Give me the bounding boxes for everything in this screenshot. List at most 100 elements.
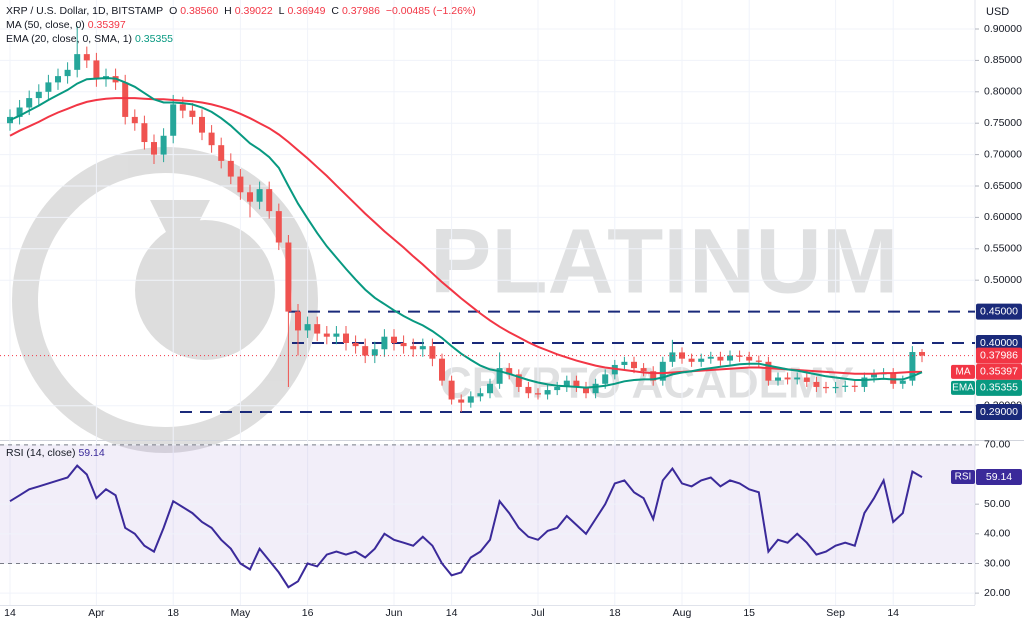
- candle-body: [813, 381, 820, 387]
- candle-body: [227, 160, 234, 177]
- y-tick-label: 0.90000: [984, 23, 1022, 35]
- candle-body: [525, 386, 532, 394]
- y-tick-label: 0.65000: [984, 180, 1022, 192]
- watermark-title: PLATINUM: [430, 210, 898, 312]
- rsi-line: [9, 464, 923, 589]
- candle-body: [429, 346, 436, 359]
- series-ema-name: EMA: [952, 383, 974, 394]
- candle-body: [688, 358, 695, 362]
- x-tick-label: 18: [167, 607, 179, 619]
- level-tag-label: 0.29000: [980, 406, 1018, 418]
- candle-body: [323, 333, 330, 337]
- level-tag: [976, 334, 1022, 351]
- candle-body: [717, 356, 724, 361]
- candle-body: [256, 189, 263, 202]
- candle-body: [650, 371, 657, 381]
- candle-body: [141, 123, 148, 143]
- y-tick-label: 0.70000: [984, 148, 1022, 160]
- candle-body: [736, 355, 743, 357]
- candle-body: [381, 336, 388, 350]
- rsi-name-box: [951, 470, 975, 485]
- candle-body: [160, 135, 167, 155]
- ohlc-l-key: L: [278, 5, 285, 17]
- candle-body: [35, 91, 42, 99]
- candle-body: [448, 380, 455, 400]
- rsi-title: RSI (14, close): [6, 447, 76, 459]
- candle-body: [419, 346, 426, 350]
- y-tick-label: 0.75000: [984, 117, 1022, 129]
- candle-body: [55, 76, 61, 83]
- candle-body: [823, 386, 829, 389]
- candle-body: [362, 346, 369, 356]
- rsi-legend: RSI (14, close) 59.14: [6, 446, 108, 460]
- x-tick-label: 16: [302, 607, 314, 619]
- logo-coin: [135, 220, 275, 360]
- candle-body: [295, 311, 301, 331]
- candle-body: [122, 82, 129, 117]
- ohlc-h-key: H: [224, 5, 232, 17]
- y-tick-label: 70.00: [984, 439, 1010, 451]
- candle-body: [189, 110, 196, 117]
- y-tick-label: 0.60000: [984, 211, 1022, 223]
- candle-body: [64, 69, 71, 77]
- candle-body: [304, 324, 311, 331]
- candle-body: [515, 374, 522, 387]
- candle-body: [919, 352, 925, 356]
- candle-body: [698, 358, 705, 362]
- x-tick-label: Jul: [531, 607, 544, 619]
- candle-body: [746, 356, 753, 361]
- last-price-tag-label: 0.37986: [980, 349, 1018, 361]
- ma-value: 0.35397: [87, 19, 126, 31]
- candle-body: [285, 242, 292, 312]
- candle-body: [199, 116, 205, 133]
- x-tick-label: Jun: [386, 607, 403, 619]
- ohlc-o-key: O: [169, 5, 178, 17]
- candle-body: [602, 374, 609, 384]
- candle-body: [535, 393, 541, 395]
- x-tick-label: 14: [887, 607, 899, 619]
- candle-body: [794, 377, 801, 380]
- candle-body: [583, 386, 589, 394]
- ema-legend: EMA (20, close, 0, SMA, 1) 0.35355: [6, 32, 176, 46]
- level-tag-label: 0.45000: [980, 305, 1018, 317]
- candle-body: [544, 390, 551, 395]
- logo-mark: [150, 200, 210, 260]
- series-ema-name-box: [951, 380, 975, 395]
- candle-body: [458, 399, 465, 403]
- x-tick-label: 18: [609, 607, 621, 619]
- series-ma-name-box: [951, 364, 975, 379]
- indicator-line: [9, 76, 923, 389]
- ohlc-h: 0.39022: [234, 5, 273, 17]
- indicator-line: [9, 97, 922, 375]
- candle-body: [803, 377, 810, 382]
- candle-body: [909, 352, 916, 381]
- series-ma-tag: [976, 363, 1022, 380]
- candle-body: [832, 386, 839, 389]
- series-ma-name: MA: [956, 367, 971, 378]
- candle-body: [83, 54, 90, 61]
- candle-body: [871, 374, 877, 378]
- series-ma-tag-label: 0.35397: [980, 366, 1018, 378]
- y-tick-label: 0.80000: [984, 86, 1022, 98]
- rsi-value: 59.14: [78, 447, 105, 459]
- ohlc-c: 0.37986: [341, 5, 380, 17]
- candle-body: [765, 361, 772, 381]
- y-tick-label: 20.00: [984, 587, 1010, 599]
- candle-body: [640, 368, 647, 372]
- series-ema-tag-label: 0.35355: [980, 382, 1018, 394]
- candle-body: [179, 104, 186, 111]
- change: −0.00485 (−1.26%): [385, 5, 476, 17]
- candle-body: [563, 380, 570, 387]
- candle-body: [314, 324, 321, 334]
- axis-unit: USD: [986, 6, 1009, 18]
- candle-body: [218, 145, 225, 161]
- candle-body: [151, 142, 157, 155]
- candle-body: [439, 358, 445, 381]
- candle-body: [669, 352, 676, 362]
- candle-body: [755, 360, 762, 362]
- y-tick-label: 30.00: [984, 557, 1010, 569]
- ema-title: EMA (20, close, 0, SMA, 1): [6, 33, 133, 45]
